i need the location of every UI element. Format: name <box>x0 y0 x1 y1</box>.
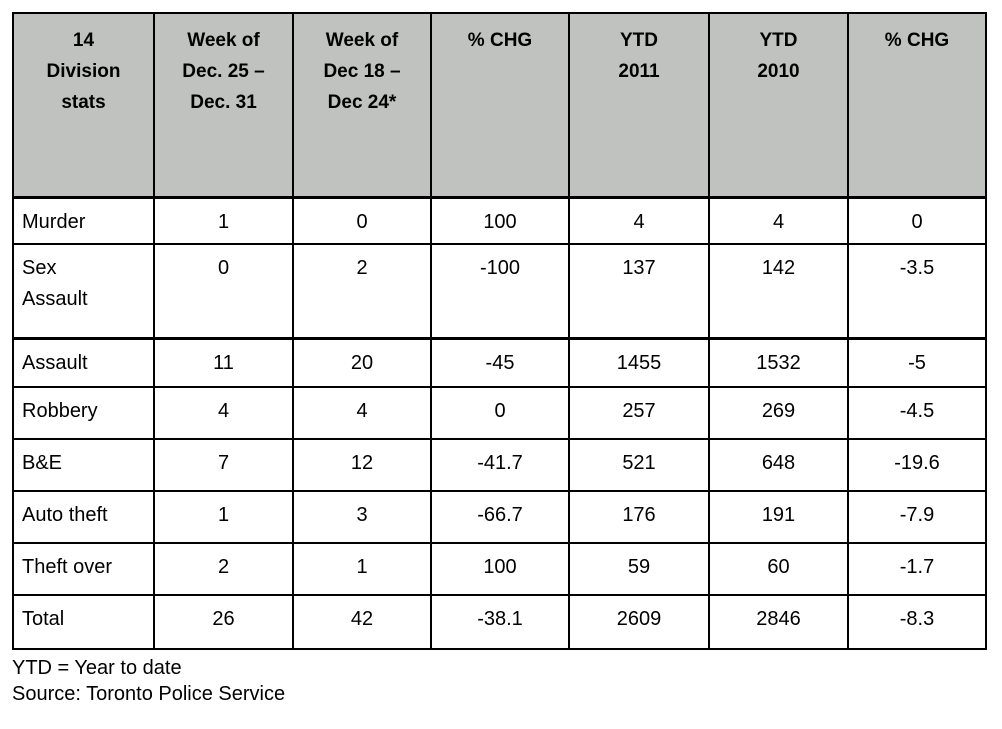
value-cell: 1455 <box>568 337 710 388</box>
value-cell: 0 <box>430 386 570 440</box>
value-cell: 4 <box>708 196 849 245</box>
value-cell: 257 <box>568 386 710 440</box>
value-cell: 60 <box>708 542 849 596</box>
row-label-cell: Robbery <box>12 386 155 440</box>
value-cell: -45 <box>430 337 570 388</box>
value-cell: 12 <box>292 438 432 492</box>
value-cell: -41.7 <box>430 438 570 492</box>
value-cell: 42 <box>292 594 432 650</box>
row-label-cell: Murder <box>12 196 155 245</box>
value-cell: 2609 <box>568 594 710 650</box>
value-cell: 0 <box>292 196 432 245</box>
value-cell: -66.7 <box>430 490 570 544</box>
value-cell: 3 <box>292 490 432 544</box>
table-row: Murder 1 0 100 4 4 0 <box>12 196 987 245</box>
value-cell: 1 <box>153 196 294 245</box>
table-row: Sex Assault 0 2 -100 137 142 -3.5 <box>12 243 987 340</box>
row-label-cell: Theft over <box>12 542 155 596</box>
table-header-row: 14 Division stats Week of Dec. 25 – Dec.… <box>12 12 987 199</box>
table-row: Auto theft 1 3 -66.7 176 191 -7.9 <box>12 490 987 544</box>
value-cell: 1 <box>153 490 294 544</box>
value-cell: 2 <box>153 542 294 596</box>
table-row: B&E 7 12 -41.7 521 648 -19.6 <box>12 438 987 492</box>
value-cell: 7 <box>153 438 294 492</box>
value-cell: 1 <box>292 542 432 596</box>
table-row: Robbery 4 4 0 257 269 -4.5 <box>12 386 987 440</box>
header-cell-pct-chg-week: % CHG <box>430 12 570 199</box>
value-cell: 142 <box>708 243 849 340</box>
value-cell: 2 <box>292 243 432 340</box>
header-cell-week-current: Week of Dec. 25 – Dec. 31 <box>153 12 294 199</box>
row-label-cell: B&E <box>12 438 155 492</box>
value-cell: 1532 <box>708 337 849 388</box>
table-row: Assault 11 20 -45 1455 1532 -5 <box>12 337 987 388</box>
row-label-cell: Assault <box>12 337 155 388</box>
header-cell-division-stats: 14 Division stats <box>12 12 155 199</box>
footnotes: YTD = Year to date Source: Toronto Polic… <box>12 655 1002 707</box>
value-cell: 100 <box>430 542 570 596</box>
table-row: Total 26 42 -38.1 2609 2846 -8.3 <box>12 594 987 650</box>
value-cell: 137 <box>568 243 710 340</box>
header-cell-pct-chg-ytd: % CHG <box>847 12 987 199</box>
header-cell-week-prior: Week of Dec 18 – Dec 24* <box>292 12 432 199</box>
ytd-footnote: YTD = Year to date <box>12 657 182 679</box>
row-label-cell: Total <box>12 594 155 650</box>
value-cell: 26 <box>153 594 294 650</box>
value-cell: 59 <box>568 542 710 596</box>
value-cell: -5 <box>847 337 987 388</box>
value-cell: -1.7 <box>847 542 987 596</box>
value-cell: 269 <box>708 386 849 440</box>
row-label-cell: Auto theft <box>12 490 155 544</box>
header-cell-ytd-2010: YTD 2010 <box>708 12 849 199</box>
value-cell: -38.1 <box>430 594 570 650</box>
value-cell: 4 <box>292 386 432 440</box>
value-cell: -3.5 <box>847 243 987 340</box>
value-cell: 0 <box>847 196 987 245</box>
value-cell: -4.5 <box>847 386 987 440</box>
table-row: Theft over 2 1 100 59 60 -1.7 <box>12 542 987 596</box>
crime-stats-table: 14 Division stats Week of Dec. 25 – Dec.… <box>12 12 987 650</box>
value-cell: -19.6 <box>847 438 987 492</box>
header-cell-ytd-2011: YTD 2011 <box>568 12 710 199</box>
value-cell: -100 <box>430 243 570 340</box>
value-cell: -8.3 <box>847 594 987 650</box>
row-label-cell: Sex Assault <box>12 243 155 340</box>
value-cell: 648 <box>708 438 849 492</box>
value-cell: -7.9 <box>847 490 987 544</box>
value-cell: 100 <box>430 196 570 245</box>
value-cell: 0 <box>153 243 294 340</box>
value-cell: 2846 <box>708 594 849 650</box>
value-cell: 521 <box>568 438 710 492</box>
value-cell: 20 <box>292 337 432 388</box>
value-cell: 191 <box>708 490 849 544</box>
source-footnote: Source: Toronto Police Service <box>12 683 286 705</box>
page-container: 14 Division stats Week of Dec. 25 – Dec.… <box>12 12 1002 707</box>
value-cell: 176 <box>568 490 710 544</box>
value-cell: 4 <box>568 196 710 245</box>
value-cell: 11 <box>153 337 294 388</box>
value-cell: 4 <box>153 386 294 440</box>
